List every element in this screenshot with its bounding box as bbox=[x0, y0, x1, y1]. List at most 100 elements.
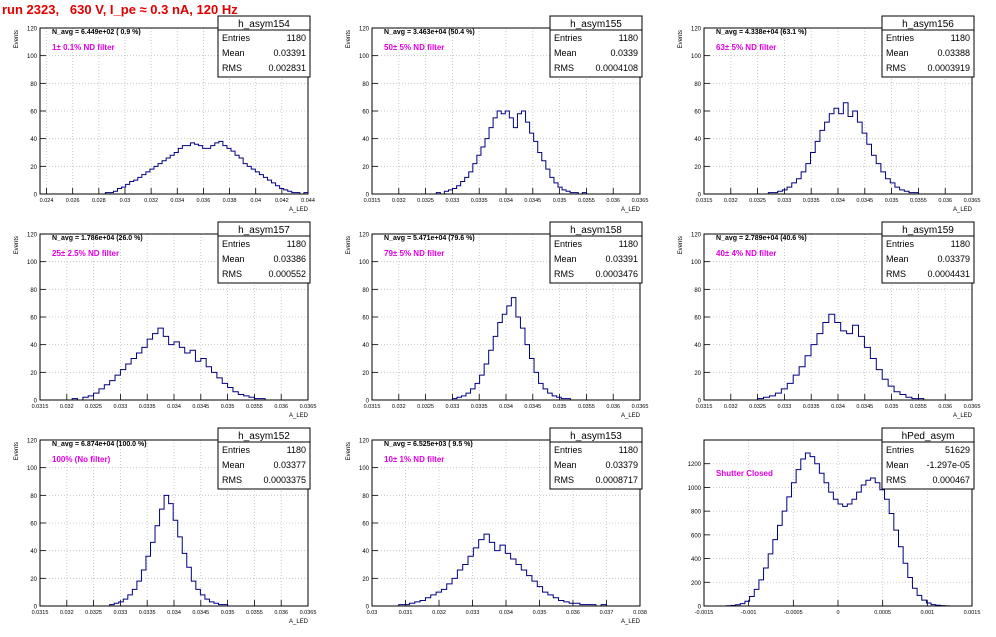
histogram-bin bbox=[137, 581, 142, 606]
histogram-bin bbox=[886, 179, 891, 194]
histogram-bin bbox=[530, 359, 535, 401]
histogram-bin bbox=[796, 470, 801, 606]
histogram-bin bbox=[564, 602, 569, 606]
histogram-bin bbox=[479, 540, 484, 606]
histogram-bin bbox=[182, 553, 187, 606]
histogram-bin bbox=[263, 177, 267, 194]
x-tick-label: 0.033 bbox=[114, 610, 128, 616]
histogram-name: h_asym153 bbox=[570, 431, 622, 442]
histogram-bin bbox=[130, 182, 134, 194]
histogram-bin bbox=[174, 153, 178, 195]
y-tick-label: 80 bbox=[362, 288, 369, 294]
histogram-bin bbox=[900, 394, 906, 400]
x-tick-label: 0.0335 bbox=[139, 610, 156, 616]
histogram-line bbox=[758, 314, 924, 400]
y-tick-label: 60 bbox=[694, 316, 701, 322]
histogram-bin bbox=[801, 172, 806, 194]
y-tick-label: 100 bbox=[27, 54, 38, 60]
histogram-bin bbox=[195, 361, 200, 400]
histogram-line bbox=[105, 141, 308, 194]
x-tick-label: 0.0355 bbox=[246, 404, 263, 410]
stats-key: RMS bbox=[222, 475, 242, 485]
histogram-bin bbox=[123, 599, 128, 606]
stats-value: 0.0004108 bbox=[595, 63, 638, 73]
histogram-bin bbox=[835, 323, 841, 400]
stats-key: Mean bbox=[554, 254, 577, 264]
histogram-bin bbox=[178, 537, 183, 606]
x-tick-label: 0.0335 bbox=[803, 198, 820, 204]
histogram-bin bbox=[513, 128, 517, 194]
y-axis-label: Events bbox=[14, 442, 20, 460]
stats-value: 1180 bbox=[619, 239, 638, 249]
x-tick-label: 0.034 bbox=[831, 198, 845, 204]
histogram-name: h_asym156 bbox=[902, 19, 954, 30]
y-tick-label: 80 bbox=[30, 494, 37, 500]
stats-key: Entries bbox=[222, 33, 251, 43]
histogram-bin bbox=[534, 372, 539, 400]
stats-key: Entries bbox=[554, 239, 583, 249]
x-tick-label: 0.0315 bbox=[364, 198, 381, 204]
histogram-bin bbox=[843, 506, 848, 606]
stats-value: 0.000467 bbox=[932, 475, 970, 485]
histogram-bin bbox=[179, 347, 184, 400]
histogram-bin bbox=[448, 190, 452, 194]
histogram-bin bbox=[215, 143, 219, 194]
histogram-bin bbox=[546, 169, 550, 194]
histogram-bin bbox=[489, 350, 494, 400]
histogram-bin bbox=[542, 161, 546, 194]
histogram-bin bbox=[537, 587, 542, 606]
histogram-bin bbox=[154, 166, 158, 194]
histogram-bin bbox=[888, 386, 894, 400]
x-tick-label: 0.036 bbox=[606, 198, 620, 204]
y-tick-label: 100 bbox=[27, 466, 38, 472]
y-tick-label: 80 bbox=[362, 494, 369, 500]
y-axis-label: Events bbox=[346, 30, 352, 48]
stats-value: 0.0339 bbox=[610, 48, 638, 58]
y-tick-label: 100 bbox=[359, 260, 370, 266]
histogram-bin bbox=[238, 394, 243, 400]
histogram-bin bbox=[259, 175, 263, 194]
stats-key: RMS bbox=[222, 63, 242, 73]
histogram-bin bbox=[787, 497, 792, 606]
histogram-bin bbox=[186, 146, 190, 194]
x-tick-label: 0.0355 bbox=[578, 198, 595, 204]
histogram-bin bbox=[493, 336, 498, 400]
histogram-bin bbox=[792, 183, 797, 194]
x-tick-label: 0.034 bbox=[499, 198, 513, 204]
x-tick-label: 0.0315 bbox=[32, 404, 49, 410]
histogram-bin bbox=[880, 490, 885, 606]
x-tick-label: 0.032 bbox=[392, 198, 406, 204]
x-tick-label: 0.0005 bbox=[874, 610, 891, 616]
histogram-bin bbox=[500, 545, 505, 606]
histogram-bin bbox=[132, 589, 137, 606]
histogram-bin bbox=[489, 128, 493, 194]
x-tick-label: 0.0325 bbox=[749, 198, 766, 204]
x-tick-label: 0.0325 bbox=[749, 404, 766, 410]
filter-annotation: 79± 5% ND filter bbox=[384, 249, 444, 258]
histogram-bin bbox=[267, 180, 271, 194]
x-tick-label: 0.034 bbox=[499, 610, 513, 616]
y-tick-label: 40 bbox=[30, 549, 37, 555]
stats-key: Entries bbox=[886, 33, 915, 43]
histogram-bin bbox=[134, 180, 138, 194]
histogram-bin bbox=[867, 144, 872, 194]
histogram-bin bbox=[825, 122, 830, 194]
histogram-bin bbox=[866, 480, 871, 606]
y-tick-label: 20 bbox=[362, 165, 369, 171]
x-tick-label: 0.036 bbox=[274, 610, 288, 616]
y-tick-label: 40 bbox=[30, 137, 37, 143]
navg-label: N_avg = 3.463e+04 (50.4 %) bbox=[384, 29, 475, 36]
histogram-bin bbox=[521, 570, 526, 606]
stats-key: Mean bbox=[886, 254, 909, 264]
histogram-bin bbox=[480, 375, 485, 400]
stats-key: Entries bbox=[886, 239, 915, 249]
histogram-bin bbox=[227, 148, 231, 194]
y-tick-label: 20 bbox=[362, 577, 369, 583]
x-tick-label: 0.032 bbox=[724, 404, 738, 410]
